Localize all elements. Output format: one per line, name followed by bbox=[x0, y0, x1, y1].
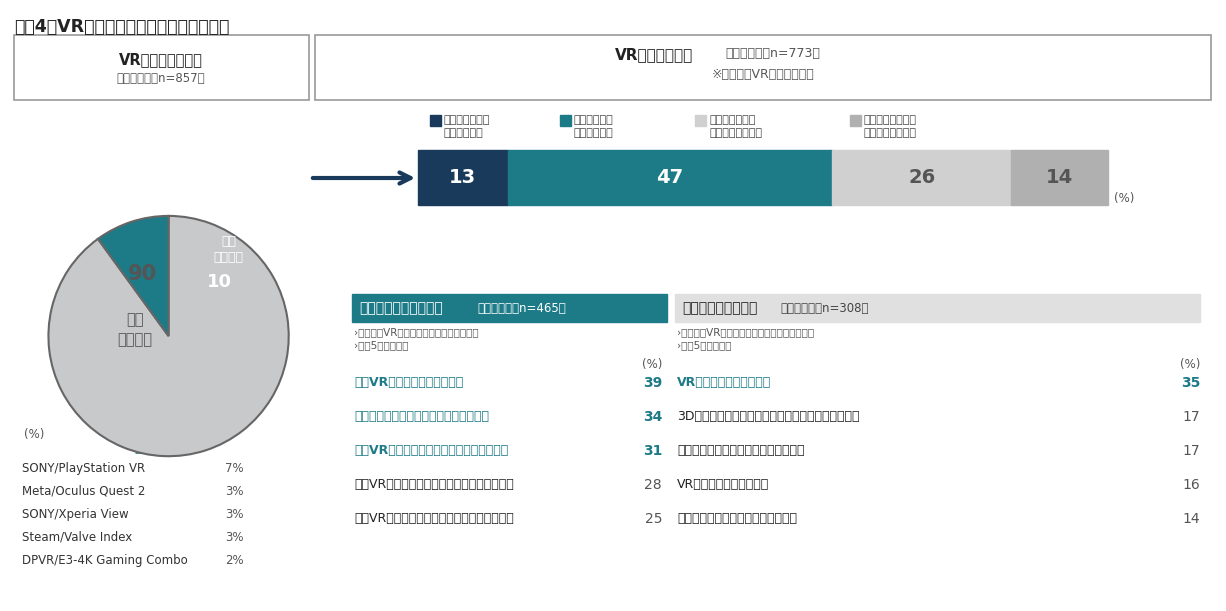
Text: 保有
してない: 保有 してない bbox=[118, 313, 152, 348]
Text: 保有
している: 保有 している bbox=[213, 235, 244, 264]
Text: 25: 25 bbox=[645, 512, 662, 526]
Text: （単一回答：n=773）: （単一回答：n=773） bbox=[725, 47, 820, 60]
Text: 26: 26 bbox=[908, 168, 935, 187]
Text: よりVR機器が軽量・コンパクトになったら: よりVR機器が軽量・コンパクトになったら bbox=[354, 444, 509, 457]
Text: (%): (%) bbox=[1114, 192, 1134, 205]
Bar bbox=[13, 35, 309, 100]
Text: VR機器保有の有無: VR機器保有の有無 bbox=[119, 52, 204, 67]
Text: 自分が使いこなせるかわからないから: 自分が使いこなせるかわからないから bbox=[677, 444, 804, 457]
Text: まったく購入して: まったく購入して bbox=[864, 115, 917, 125]
Text: 35: 35 bbox=[1181, 376, 1200, 390]
Text: 28: 28 bbox=[645, 478, 662, 492]
Bar bbox=[850, 115, 861, 126]
Bar bbox=[352, 294, 667, 322]
Bar bbox=[430, 115, 441, 126]
Text: 購入したくない理由: 購入したくない理由 bbox=[682, 301, 758, 315]
Text: 保有VR機器: 保有VR機器 bbox=[135, 442, 188, 455]
Text: 34: 34 bbox=[642, 410, 662, 424]
Text: (%): (%) bbox=[25, 428, 44, 441]
Text: 14: 14 bbox=[1046, 168, 1073, 187]
Text: ›ベース：VR機器非保有者かつ購入意向なし者: ›ベース：VR機器非保有者かつ購入意向なし者 bbox=[677, 327, 814, 337]
Text: 47: 47 bbox=[656, 168, 683, 187]
Text: とても購入して: とても購入して bbox=[444, 115, 490, 125]
Text: 90: 90 bbox=[128, 263, 157, 284]
Text: VR機器は高価すぎるから: VR機器は高価すぎるから bbox=[677, 376, 771, 389]
Text: どうなれば購入するか: どうなれば購入するか bbox=[359, 301, 443, 315]
Text: より自分の自由に使えるお金が増えたら: より自分の自由に使えるお金が増えたら bbox=[354, 410, 489, 423]
Text: （複数回答：n=465）: （複数回答：n=465） bbox=[477, 301, 565, 315]
Text: 3%: 3% bbox=[226, 485, 244, 498]
Bar bbox=[676, 294, 1200, 322]
Text: みたいと思わない: みたいと思わない bbox=[709, 128, 763, 138]
Text: (%): (%) bbox=[1179, 358, 1200, 371]
Text: 39: 39 bbox=[642, 376, 662, 390]
Bar bbox=[695, 115, 706, 126]
Text: (%): (%) bbox=[641, 358, 662, 371]
Text: （複数回答：n=308）: （複数回答：n=308） bbox=[780, 301, 868, 315]
Bar bbox=[560, 115, 571, 126]
Text: SONY/Xperia View: SONY/Xperia View bbox=[22, 508, 129, 521]
Text: 3D空間で酔ってしまう・気分が悪くなりそうだから: 3D空間で酔ってしまう・気分が悪くなりそうだから bbox=[677, 410, 859, 423]
Text: ＜図4＞VR機器保有と購入意向とその理由: ＜図4＞VR機器保有と購入意向とその理由 bbox=[13, 18, 229, 36]
Text: Steam/Valve Index: Steam/Valve Index bbox=[22, 531, 132, 544]
Bar bbox=[315, 35, 1211, 100]
Text: 10: 10 bbox=[206, 273, 232, 291]
Wedge shape bbox=[98, 216, 169, 336]
Text: VR自体に興味がないから: VR自体に興味がないから bbox=[677, 478, 769, 491]
Text: よりVR機器が五感を刺激するものになったら: よりVR機器が五感を刺激するものになったら bbox=[354, 512, 514, 525]
Text: ›ベース：VR機器非保有者かつ購入意向者: ›ベース：VR機器非保有者かつ購入意向者 bbox=[354, 327, 478, 337]
Text: 14: 14 bbox=[1182, 512, 1200, 526]
Text: 17: 17 bbox=[1182, 444, 1200, 458]
Text: 3%: 3% bbox=[226, 531, 244, 544]
Text: （単一回答：n=857）: （単一回答：n=857） bbox=[116, 72, 205, 85]
Text: よりVR機器を使ったコンテンツが充実したら: よりVR機器を使ったコンテンツが充実したら bbox=[354, 478, 514, 491]
Bar bbox=[508, 150, 832, 205]
Wedge shape bbox=[49, 216, 288, 456]
Bar bbox=[1011, 150, 1108, 205]
Text: 7%: 7% bbox=[226, 462, 244, 475]
Text: ※ベース：VR機器非保有者: ※ベース：VR機器非保有者 bbox=[711, 68, 814, 81]
Text: ›上位5項目を抜粤: ›上位5項目を抜粤 bbox=[677, 340, 732, 350]
Text: 17: 17 bbox=[1182, 410, 1200, 424]
Text: 自分の自由に使えるお金がないから: 自分の自由に使えるお金がないから bbox=[677, 512, 797, 525]
Text: 3%: 3% bbox=[226, 508, 244, 521]
Text: ›上位5項目を抜粤: ›上位5項目を抜粤 bbox=[354, 340, 408, 350]
Text: みたいと思わない: みたいと思わない bbox=[864, 128, 917, 138]
Text: 16: 16 bbox=[1182, 478, 1200, 492]
Text: SONY/PlayStation VR: SONY/PlayStation VR bbox=[22, 462, 145, 475]
Text: みたいと思う: みたいと思う bbox=[444, 128, 484, 138]
Bar bbox=[832, 150, 1011, 205]
Text: よりVR機器が廉価になったら: よりVR機器が廉価になったら bbox=[354, 376, 463, 389]
Text: 31: 31 bbox=[642, 444, 662, 458]
Text: あまり購入して: あまり購入して bbox=[709, 115, 755, 125]
Text: DPVR/E3-4K Gaming Combo: DPVR/E3-4K Gaming Combo bbox=[22, 554, 188, 567]
Text: 2%: 2% bbox=[226, 554, 244, 567]
Text: VR機器購入意向: VR機器購入意向 bbox=[615, 47, 693, 62]
Bar bbox=[418, 150, 508, 205]
Text: やや購入して: やや購入して bbox=[574, 115, 614, 125]
Text: みたいと思う: みたいと思う bbox=[574, 128, 614, 138]
Text: Meta/Oculus Quest 2: Meta/Oculus Quest 2 bbox=[22, 485, 146, 498]
Text: 13: 13 bbox=[449, 168, 477, 187]
